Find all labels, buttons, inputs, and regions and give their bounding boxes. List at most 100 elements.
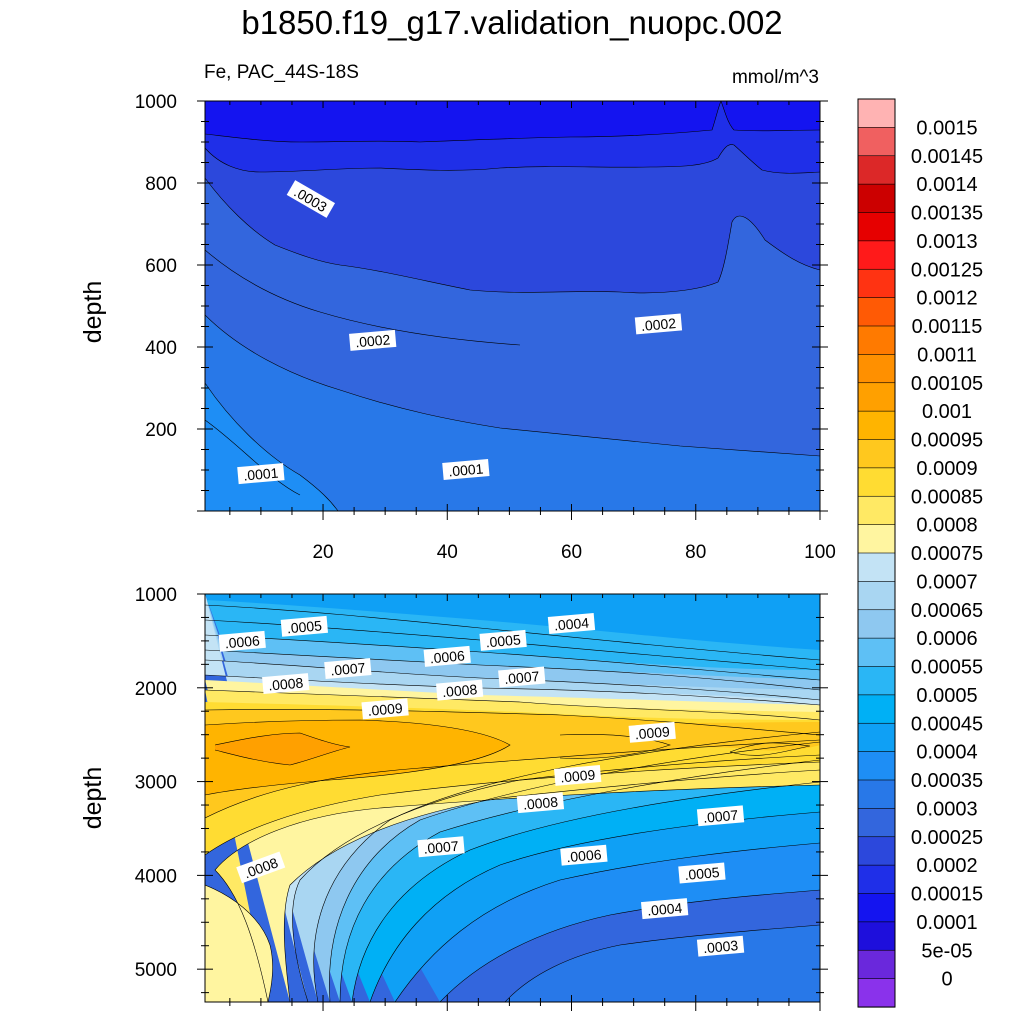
upper-ticks: 20 40 60 80 100 200 400 600 800 1000	[135, 92, 836, 563]
contour-label-text: .0003	[702, 937, 739, 956]
colorbar-swatch	[857, 212, 896, 242]
colorbar-label: 0.0005	[916, 685, 977, 707]
colorbar-label: 0.00065	[911, 600, 983, 622]
contour-label: .0005	[280, 615, 329, 637]
lower-contour-fill	[205, 594, 820, 1002]
contour-label-text: .0007	[702, 807, 739, 826]
contour-label-box	[547, 613, 596, 634]
colorbar-swatch	[857, 127, 896, 157]
colorbar-swatch	[857, 864, 896, 895]
colorbar-swatch	[857, 949, 896, 980]
contour-label-box	[218, 630, 266, 652]
colorbar-swatch	[857, 467, 896, 497]
colorbar-label: 0.0013	[916, 231, 977, 253]
x-tick-label: 100	[804, 542, 836, 563]
contour-label-text: .0001	[448, 460, 485, 479]
lower-ticks: 1000 2000 3000 4000 5000	[135, 585, 828, 1011]
colorbar-swatch	[857, 98, 896, 128]
contour-label: .0006	[560, 844, 608, 866]
colorbar-swatch	[857, 240, 896, 270]
lower-contour-labels: .0005 .0004 .0006 .0005 .0006 .0007 .0007 .0008…	[218, 613, 745, 957]
colorbar-label: 0.00015	[911, 884, 983, 906]
variable-region-label: Fe, PAC_44S-18S	[204, 62, 359, 83]
contour-label-box	[678, 862, 726, 884]
colorbar-swatch	[857, 836, 896, 866]
contour-label: .0006	[423, 645, 471, 667]
contour-label: .0006	[218, 630, 266, 652]
contour-label-box	[696, 805, 745, 827]
y-tick-label: 4000	[135, 866, 177, 887]
colorbar-label: 0.00125	[911, 259, 983, 281]
colorbar-label: 0.00035	[911, 770, 983, 792]
upper-y-axis-title: depth	[79, 281, 107, 344]
colorbar-label: 0.00105	[911, 373, 983, 395]
contour-label-box	[498, 666, 546, 688]
colorbar-label: 0.0012	[916, 288, 977, 310]
colorbar-swatch	[857, 694, 896, 724]
colorbar-label: 0.0014	[916, 174, 977, 196]
y-tick-label: 800	[145, 174, 177, 195]
colorbar-label: 0.00145	[911, 146, 983, 168]
colorbar-label: 0.00135	[911, 203, 983, 225]
y-tick-label: 3000	[135, 773, 177, 794]
colorbar-swatch	[857, 297, 896, 327]
contour-label-box	[479, 629, 527, 651]
upper-band-0.0001	[205, 101, 820, 142]
y-tick-label: 600	[145, 256, 177, 277]
contour-label-text: .0006	[566, 846, 603, 865]
contour-label-text: .0002	[355, 331, 392, 350]
colorbar-label: 0.0004	[916, 742, 977, 764]
contour-label: .0009	[628, 721, 676, 743]
contour-label: .0007	[696, 805, 745, 827]
contour-label-text: .0002	[640, 315, 677, 334]
y-tick-label: 1000	[135, 585, 177, 606]
colorbar-swatch	[857, 978, 896, 1008]
colorbar-label: 0.0008	[916, 515, 977, 537]
contour-label-text: .0008	[522, 794, 559, 813]
contour-label-box	[324, 658, 372, 680]
colorbar-frame	[857, 98, 896, 1008]
chart-title: b1850.f19_g17.validation_nuopc.002	[241, 4, 783, 41]
x-tick-label: 20	[312, 542, 333, 563]
upper-contour-labels: .0001.0001.0002.0002.0003	[237, 180, 683, 485]
contour-label: .0004	[547, 613, 596, 634]
contour-label-box	[696, 935, 745, 957]
upper-contour-fill	[205, 101, 820, 511]
contour-label-text: .0005	[286, 617, 323, 636]
colorbar-swatch	[857, 893, 896, 923]
upper-contour-lines	[205, 101, 820, 511]
contour-label-text: .0005	[485, 631, 522, 650]
contour-label-box	[280, 615, 329, 637]
contour-label-text: .0009	[560, 766, 597, 785]
contour-label-box	[349, 329, 397, 351]
contour-label-box	[436, 679, 484, 701]
contour-label: .0007	[417, 836, 465, 858]
colorbar-swatch	[857, 808, 896, 838]
contour-label-text: .0007	[423, 838, 460, 857]
y-tick-label: 5000	[135, 960, 177, 981]
contour-label: .0003	[696, 935, 745, 957]
contour-label-box	[262, 673, 310, 695]
contour-label-box	[286, 180, 336, 218]
colorbar-swatch	[857, 552, 896, 582]
colorbar-swatch	[857, 637, 896, 668]
colorbar-swatch	[857, 609, 896, 639]
colorbar-swatch	[857, 722, 896, 753]
colorbar-label: 0.0011	[917, 344, 977, 366]
contour-label-box	[634, 313, 683, 335]
colorbar-swatch	[857, 581, 896, 611]
contour-label-text: .0006	[224, 632, 261, 651]
contour-label: .0001	[442, 459, 490, 480]
y-tick-label: 400	[145, 338, 177, 359]
y-tick-label: 2000	[135, 679, 177, 700]
x-tick-label: 60	[561, 542, 582, 563]
contour-label-text: .0004	[553, 614, 590, 633]
colorbar-label: 0.00085	[911, 486, 983, 508]
lower-y-axis-title: depth	[79, 767, 107, 830]
colorbar-swatch	[857, 325, 896, 355]
contour-label-box	[236, 851, 286, 884]
x-tick-label: 80	[685, 542, 706, 563]
colorbar-label: 0.0006	[916, 628, 977, 650]
contour-label-box	[628, 721, 676, 743]
